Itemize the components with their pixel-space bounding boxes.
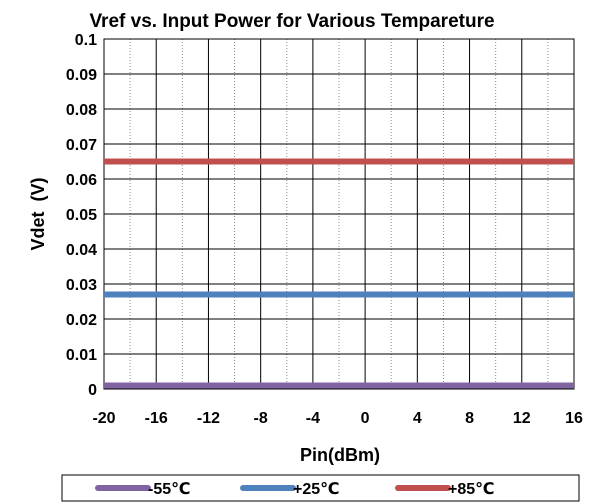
x-tick-label: 12 [513,410,531,427]
y-tick-label: 0.04 [66,242,97,259]
y-tick-label: 0.01 [66,347,97,364]
y-tick-label: 0.1 [75,32,97,49]
y-tick-labels: 0 0.01 0.02 0.03 0.04 0.05 0.06 0.07 0.08 0.09 0.1 [66,32,97,399]
y-tick-label: 0.02 [66,312,97,329]
y-tick-label: 0.07 [66,137,97,154]
x-tick-label: 4 [413,410,422,427]
x-axis-label: Pin(dBm) [300,445,380,465]
y-tick-label: 0.09 [66,67,97,84]
y-tick-label: 0 [88,382,97,399]
y-tick-label: 0.03 [66,277,97,294]
x-tick-label: 16 [565,410,583,427]
y-tick-label: 0.08 [66,102,97,119]
legend-label-0: -55℃ [148,481,191,498]
series-lines [104,158,574,389]
legend-label-2: +85℃ [448,481,495,498]
legend-label-1: +25℃ [293,481,340,498]
x-tick-label: 0 [361,410,370,427]
chart-title: Vref vs. Input Power for Various Tempare… [89,11,494,32]
legend: -55℃ +25℃ +85℃ [61,474,580,502]
x-tick-labels: -20 -16 -12 -8 -4 0 4 8 12 16 [92,410,583,427]
y-tick-label: 0.06 [66,172,97,189]
x-tick-label: -12 [197,410,220,427]
x-tick-label: 8 [465,410,474,427]
x-tick-label: -8 [254,410,268,427]
legend-box [61,474,580,502]
plot-area [103,38,575,390]
major-gridlines [104,39,574,389]
y-tick-label: 0.05 [66,207,97,224]
x-tick-label: -16 [145,410,168,427]
y-axis-label: Vdet (V) [28,177,48,250]
x-tick-label: -4 [306,410,320,427]
x-tick-label: -20 [92,410,115,427]
